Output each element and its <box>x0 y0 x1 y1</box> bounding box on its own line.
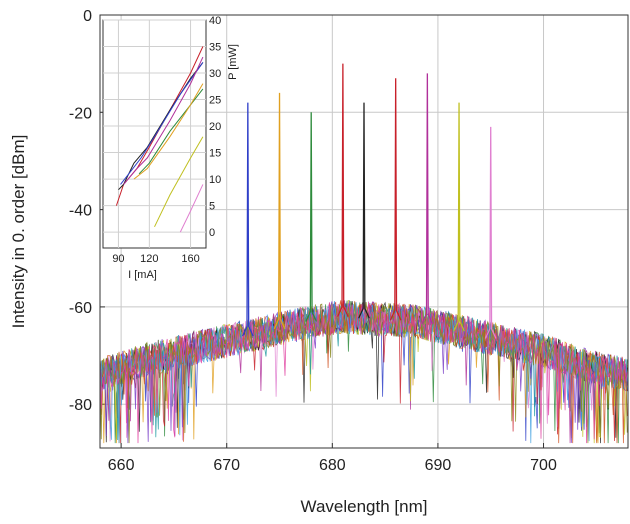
background-trace <box>99 302 628 444</box>
laser-peak <box>389 78 402 321</box>
laser-peak <box>241 102 254 337</box>
inset-y-tick-label: 15 <box>209 148 221 160</box>
inset-background <box>102 19 207 249</box>
inset-li-curve <box>123 56 204 185</box>
main-plot-frame <box>99 14 629 449</box>
inset-y-tick-label: 35 <box>209 42 221 54</box>
main-peaks <box>241 63 497 339</box>
main-x-tick-label: 700 <box>530 457 557 474</box>
inset-y-tick-label: 20 <box>209 121 221 133</box>
main-traces <box>99 300 628 444</box>
main-x-tick-label: 680 <box>319 457 346 474</box>
inset-li-curve <box>133 83 204 180</box>
inset-lines <box>115 46 204 233</box>
laser-peak <box>337 63 349 317</box>
main-y-tick-label: -40 <box>69 203 92 220</box>
main-y-tick-label: 0 <box>83 8 92 25</box>
laser-peak <box>305 112 318 322</box>
inset-y-tick-label: 30 <box>209 68 221 80</box>
inset-li-curve <box>179 184 204 233</box>
inset-grid <box>103 19 206 248</box>
main-y-tick-label: -60 <box>69 300 92 317</box>
inset-x-axis-label: I [mA] <box>128 269 157 281</box>
main-x-axis-label: Wavelength [nm] <box>301 497 428 516</box>
inset-li-curve <box>120 62 204 185</box>
laser-peak <box>358 102 370 319</box>
inset-tick-labels: 90 120 160 0 5 10 15 20 25 30 35 40 <box>112 15 221 265</box>
inset-y-axis-label: P [mW] <box>227 44 239 80</box>
main-tick-labels: 660 670 680 690 700 0 -20 -40 -60 -80 <box>69 8 557 474</box>
inset-y-tick-label: 40 <box>209 15 221 27</box>
inset-x-tick-label: 90 <box>112 253 124 265</box>
main-y-tick-label: -80 <box>69 397 92 414</box>
inset-y-tick-label: 10 <box>209 174 221 186</box>
inset-y-tick-label: 25 <box>209 95 221 107</box>
main-y-axis-label: Intensity in 0. order [dBm] <box>9 135 28 329</box>
laser-peak <box>484 126 497 339</box>
laser-peak <box>453 102 465 332</box>
inset-li-curve <box>138 88 204 175</box>
inset-li-curve <box>154 136 204 228</box>
main-x-tick-label: 660 <box>108 457 135 474</box>
inset-x-tick-label: 160 <box>181 253 199 265</box>
inset-chart: 90 120 160 0 5 10 15 20 25 30 35 40 I [mA] P [mW] <box>102 15 239 281</box>
laser-peak <box>273 92 286 330</box>
inset-y-tick-label: 5 <box>209 201 215 213</box>
main-x-tick-label: 670 <box>213 457 240 474</box>
main-y-tick-label: -20 <box>69 105 92 122</box>
inset-x-tick-label: 120 <box>140 253 158 265</box>
laser-peak <box>421 73 434 325</box>
inset-y-tick-label: 0 <box>209 227 215 239</box>
main-x-tick-label: 690 <box>425 457 452 474</box>
